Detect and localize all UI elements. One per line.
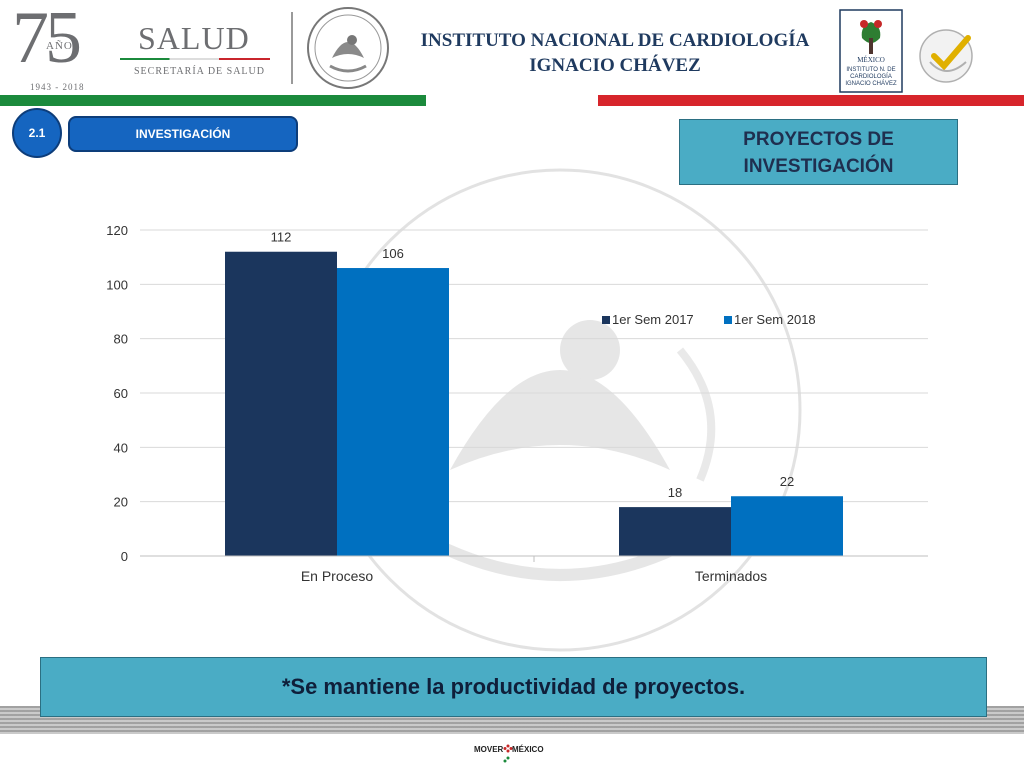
legend-swatch: [724, 316, 732, 324]
x-tick-label: Terminados: [695, 568, 767, 584]
salud-title: SALUD: [138, 20, 250, 56]
y-tick-label: 20: [114, 495, 128, 510]
section-name-tab: INVESTIGACIÓN: [68, 116, 298, 152]
anniversary-years: 1943 - 2018: [30, 82, 85, 92]
header-divider: [291, 12, 293, 84]
slide-title-line2: INVESTIGACIÓN: [743, 156, 894, 177]
inc-logo-icon: MÉXICO INSTITUTO N. DE CARDIOLOGÍA IGNAC…: [839, 9, 903, 93]
red-stripe: [598, 95, 1024, 106]
y-tick-label: 120: [106, 223, 128, 238]
green-stripe: [0, 95, 426, 106]
chart-svg: 0 20 40 60 80 100 120 112 106 En Proceso 18 22 Termi…: [106, 223, 928, 584]
bar: [337, 268, 449, 556]
mover-mexico-logo-icon: MOVER MÉXICO: [474, 744, 544, 763]
institute-line2: IGNACIO CHÁVEZ: [529, 55, 701, 76]
legend-label: 1er Sem 2017: [612, 312, 694, 327]
national-seal-icon: [307, 7, 389, 89]
anniversary-label: AÑOS: [46, 40, 80, 52]
legend-label: 1er Sem 2018: [734, 312, 816, 327]
slide-title-box: PROYECTOS DE INVESTIGACIÓN: [679, 119, 958, 185]
anniversary-number: 75: [12, 0, 82, 79]
header: 75 AÑOS 1943 - 2018 SALUD SECRETARÍA DE …: [0, 0, 1024, 95]
anniversary-logo: 75 AÑOS 1943 - 2018: [12, 0, 102, 92]
conclusion-note: *Se mantiene la productividad de proyect…: [40, 657, 987, 717]
mexico-text: MÉXICO: [512, 745, 544, 754]
salud-subtitle: SECRETARÍA DE SALUD: [134, 66, 265, 77]
inc-logo-text-4: IGNACIO CHÁVEZ: [845, 80, 897, 87]
x-tick-label: En Proceso: [301, 568, 374, 584]
legend-swatch: [602, 316, 610, 324]
y-tick-label: 100: [106, 277, 128, 292]
footer: [0, 734, 1024, 768]
section-number-badge: 2.1: [12, 108, 62, 158]
salud-tricolor-bar: [120, 58, 270, 60]
data-label: 18: [668, 485, 682, 500]
bar: [731, 496, 843, 556]
projects-bar-chart: 0 20 40 60 80 100 120 112 106 En Proceso 18 22 Termi…: [90, 218, 940, 598]
inc-logo-text-1: MÉXICO: [857, 56, 885, 64]
slide-title-line1: PROYECTOS DE: [743, 129, 894, 150]
inc-logo-text-3: CARDIOLOGÍA: [850, 73, 892, 80]
data-label: 112: [271, 230, 292, 245]
institute-title: INSTITUTO NACIONAL DE CARDIOLOGÍA IGNACI…: [395, 28, 835, 78]
certification-logo-icon: [919, 29, 973, 83]
mover-text: MOVER: [474, 745, 504, 754]
y-tick-label: 40: [114, 440, 128, 455]
y-tick-label: 60: [114, 386, 128, 401]
data-label: 106: [382, 246, 404, 261]
data-label: 22: [780, 474, 794, 489]
salud-logo: SALUD SECRETARÍA DE SALUD: [120, 18, 280, 78]
bar: [225, 251, 337, 556]
y-tick-label: 0: [121, 549, 128, 564]
inc-logo-text-2: INSTITUTO N. DE: [846, 67, 895, 73]
y-tick-label: 80: [114, 332, 128, 347]
institute-line1: INSTITUTO NACIONAL DE CARDIOLOGÍA: [420, 30, 810, 51]
bar: [619, 507, 731, 556]
